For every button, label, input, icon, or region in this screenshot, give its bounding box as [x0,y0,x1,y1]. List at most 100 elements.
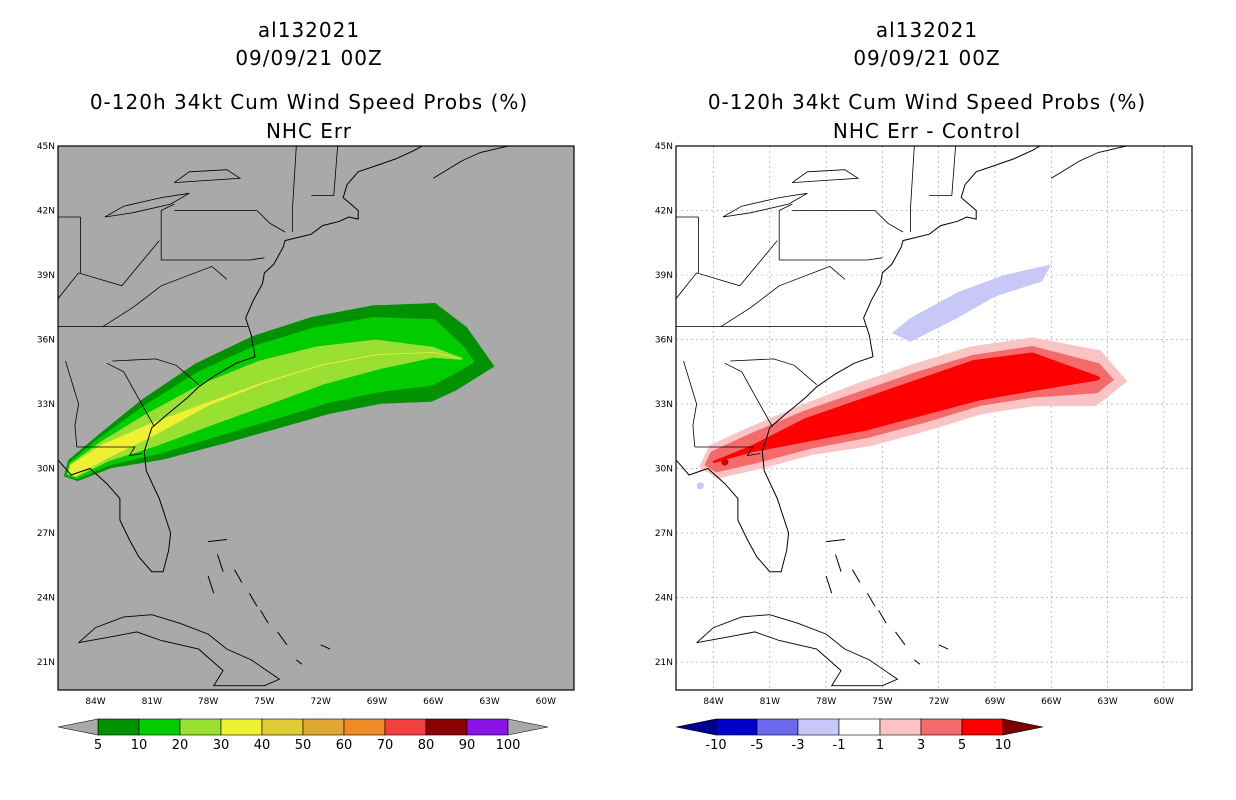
longitude-label: 75W [254,697,274,707]
colorbar-segment [961,718,1004,736]
state-border [160,203,175,260]
colorbar: 5 10 20 30 40 50 60 70 80 90 100 [57,718,549,753]
forecast-datetime: 09/09/21 00Z [235,46,383,70]
bahamas-island [835,554,842,572]
longitude-label: 78W [816,697,836,707]
contour-spot [696,482,704,490]
longitude-label: 81W [142,697,162,707]
probability-map: 45N 42N 39N 36N 33N 30N 27N 24N 21N 84W 81W 78W 75W 7… [37,142,575,753]
colorbar-label: 90 [459,738,476,753]
colorbar-segment [384,718,427,736]
contour-level-20 [67,339,463,478]
longitude-label: 63W [479,697,499,707]
geography-layer [58,146,509,687]
longitude-label: 72W [929,697,949,707]
longitude-label: 69W [367,697,387,707]
state-border [910,146,915,232]
state-border [929,146,956,196]
colorbar-label: 40 [254,738,271,753]
bahamas-island [260,610,269,624]
latitude-label: 42N [655,207,673,217]
latitude-label: 27N [37,529,55,539]
bahamas-island [866,592,876,607]
shaded-field [63,303,495,482]
negative-contour-area [891,264,1052,342]
forecast-datetime: 09/09/21 00Z [853,46,1001,70]
great-lake [104,192,190,218]
state-border [730,358,817,386]
longitude-label: 60W [1154,697,1174,707]
latitude-label: 36N [655,336,673,346]
state-border [58,240,160,299]
colorbar-segment [179,718,222,736]
colorbar-label: 5 [958,738,966,753]
cuba-outline [78,614,281,687]
bahamas-island [295,659,303,665]
colorbar-segment [343,718,386,736]
state-border [76,446,143,457]
latitude-label: 30N [655,465,673,475]
state-border [683,360,698,448]
coastline [58,146,423,573]
latitude-label: 24N [655,594,673,604]
colorbar-label: 3 [917,738,925,753]
contour-level-5 [712,352,1101,464]
storm-id: al132021 [257,18,361,42]
bahamas-island [233,569,243,583]
map-frame [675,145,1193,691]
storm-id: al132021 [875,18,979,42]
latitude-label: 30N [37,465,55,475]
colorbar-label: 10 [131,738,148,753]
longitude-label: 84W [85,697,105,707]
colorbar-label: 10 [995,738,1012,753]
colorbar-segment [220,718,263,736]
latitude-label: 42N [37,207,55,217]
nova-scotia-outline [433,146,509,179]
longitude-label: 66W [1041,697,1061,707]
bahamas-island [938,644,949,650]
longitude-label: 69W [985,697,1005,707]
longitude-label: 75W [872,697,892,707]
state-border [720,265,846,327]
bahamas-island [208,539,227,543]
state-border [779,257,883,261]
latitude-label: 24N [37,594,55,604]
latitude-label: 33N [37,400,55,410]
geography [676,146,1127,687]
colorbar-segment [715,718,758,736]
bahamas-island [913,659,921,665]
colorbar-segment [756,718,799,736]
state-border [694,446,761,457]
colorbar-label: 80 [418,738,435,753]
bahamas-island [207,575,215,594]
colorbar-segment [797,718,840,736]
bahamas-island [320,644,331,650]
panel-subtitle: NHC Err [265,119,353,143]
state-border [65,360,80,448]
colorbar-min-arrow [57,718,99,736]
geography [58,146,509,687]
colorbar: -10 -5 -3 -1 1 3 5 10 [675,718,1044,753]
bahamas-island [851,569,861,583]
colorbar-label: 20 [172,738,189,753]
state-border [112,358,199,386]
longitude-label: 60W [536,697,556,707]
state-border [161,257,265,261]
bahamas-island [878,610,887,624]
shaded-field [676,146,1192,690]
state-border [292,146,297,232]
state-border [106,362,155,426]
colorbar-label: -3 [792,738,805,753]
latitude-label: 39N [655,271,673,281]
state-border [724,362,773,426]
state-border [676,240,778,299]
longitude-label: 63W [1097,697,1117,707]
great-lake [792,169,860,183]
latitude-label: 21N [655,658,673,668]
longitude-label: 78W [198,697,218,707]
contour-spot [721,458,729,466]
colorbar-label: 60 [336,738,353,753]
bahamas-island [826,539,845,543]
state-border [311,146,338,196]
longitude-label: 81W [760,697,780,707]
